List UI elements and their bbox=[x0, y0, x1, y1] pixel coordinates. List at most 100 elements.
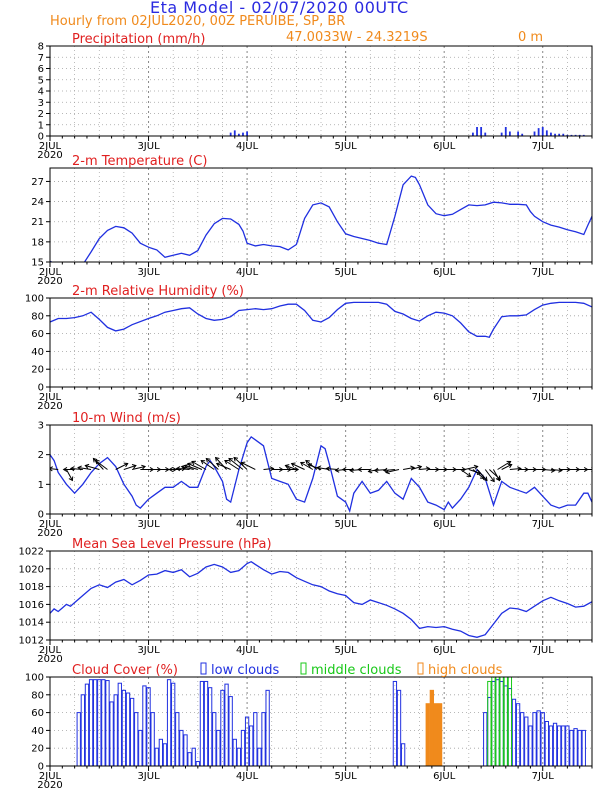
temperature-xtick-label: 7JUL bbox=[532, 267, 555, 278]
wind-xtick-label: 4JUL bbox=[236, 519, 259, 530]
low-cloud-bar bbox=[515, 703, 521, 766]
precip-bar bbox=[566, 134, 569, 136]
low-cloud-bar bbox=[569, 729, 574, 766]
precip-bar bbox=[574, 134, 577, 136]
pressure-title: Mean Sea Level Pressure (hPa) bbox=[72, 537, 272, 552]
low-cloud-bar bbox=[183, 734, 188, 766]
wind-arrow-head bbox=[69, 466, 75, 472]
wind-arrow bbox=[168, 466, 182, 473]
wind-arrow-shaft bbox=[191, 461, 207, 470]
precip-bar bbox=[246, 131, 248, 136]
wind-arrow-head bbox=[215, 462, 221, 468]
pressure-ytick-label: 1012 bbox=[19, 636, 44, 647]
wind-line bbox=[50, 435, 592, 514]
low-cloud-bar bbox=[528, 725, 533, 766]
wind-arrow bbox=[460, 469, 472, 478]
low-cloud-bar bbox=[224, 683, 229, 766]
wind-arrow-head bbox=[240, 461, 246, 467]
wind-arrow-head bbox=[373, 467, 379, 473]
wind-arrow-head bbox=[214, 456, 220, 462]
pressure-ytick-label: 1016 bbox=[19, 600, 44, 611]
wind-arrow bbox=[357, 466, 371, 473]
wind-arrow bbox=[65, 469, 74, 482]
wind-arrow-head bbox=[300, 461, 305, 467]
precip-bar bbox=[229, 132, 232, 136]
cloud-cover-ytick-label: 20 bbox=[31, 744, 44, 755]
humidity-xtick-label: 2JUL bbox=[39, 392, 62, 403]
wind-arrow-head bbox=[307, 463, 313, 468]
low-cloud-bar bbox=[203, 680, 209, 766]
precipitation-ytick-label: 7 bbox=[38, 53, 44, 64]
humidity-ytick-label: 40 bbox=[31, 347, 44, 358]
wind-arrow-head bbox=[507, 463, 513, 469]
low-cloud-bar bbox=[125, 692, 131, 766]
wind-arrow bbox=[191, 460, 207, 470]
precip-bar bbox=[545, 130, 548, 136]
precip-bar bbox=[537, 128, 540, 136]
low-cloud-bar bbox=[532, 712, 537, 766]
wind-arrow bbox=[484, 469, 495, 483]
humidity-panel: 0 20 40 60 80 100 2JUL 3JUL 4JUL 5JUL 6JUL 7JUL 2020… bbox=[25, 284, 593, 412]
wind-arrow-head bbox=[305, 459, 310, 465]
precip-bar bbox=[504, 127, 507, 136]
precipitation-xtick-label: 3JUL bbox=[137, 141, 160, 152]
wind-arrow bbox=[115, 462, 129, 470]
wind-arrow-head bbox=[77, 465, 82, 471]
wind-arrow-shaft bbox=[241, 462, 256, 470]
wind-arrow bbox=[300, 461, 314, 470]
wind-arrow-shaft bbox=[411, 466, 422, 470]
cloud-cover-xtick-label: 6JUL bbox=[433, 771, 456, 782]
mid-cloud-bar bbox=[491, 677, 496, 766]
wind-ytick-label: 1 bbox=[38, 480, 44, 491]
wind-arrow-shaft bbox=[132, 466, 146, 470]
wind-arrow bbox=[62, 466, 75, 473]
wind-arrow-head bbox=[50, 466, 54, 472]
precip-bar bbox=[558, 133, 561, 136]
low-cloud-bar bbox=[129, 697, 135, 766]
wind-arrow bbox=[240, 461, 256, 470]
wind-arrow bbox=[77, 465, 92, 471]
temperature-plot-area bbox=[50, 175, 592, 262]
wind-arrow-shaft bbox=[77, 467, 92, 470]
pressure-ytick-label: 1014 bbox=[19, 618, 44, 629]
wind-arrow-shaft bbox=[181, 466, 194, 470]
chart-header: Eta Model - 02/07/2020 00UTC Hourly from… bbox=[0, 0, 612, 46]
pressure-xtick-label: 6JUL bbox=[433, 645, 456, 656]
wind-arrow-shaft bbox=[85, 465, 100, 470]
wind-xtick-label: 7JUL bbox=[532, 519, 555, 530]
wind-arrow-shaft bbox=[509, 468, 521, 470]
wind-arrow bbox=[288, 466, 300, 473]
wind-arrow-shaft bbox=[476, 469, 488, 481]
low-cloud-bar bbox=[483, 712, 488, 766]
wind-arrow-shaft bbox=[383, 469, 395, 471]
wind-arrow-head bbox=[325, 466, 331, 472]
precipitation-ytick-label: 2 bbox=[38, 109, 44, 120]
wind-arrow-head bbox=[168, 466, 174, 473]
wind-arrow-shaft bbox=[95, 460, 108, 470]
legend-middle-clouds-label: middle clouds bbox=[311, 663, 402, 678]
precip-bar bbox=[476, 127, 478, 136]
wind-arrow-shaft bbox=[291, 463, 305, 470]
humidity-ytick-label: 100 bbox=[25, 294, 44, 305]
wind-arrow-head bbox=[187, 462, 192, 468]
cloud-cover-title: Cloud Cover (%) bbox=[72, 663, 178, 678]
humidity-ytick-label: 80 bbox=[31, 311, 44, 322]
wind-arrow-shaft bbox=[542, 469, 555, 471]
wind-arrow-head bbox=[558, 467, 563, 473]
precipitation-ytick-label: 8 bbox=[38, 42, 44, 53]
cloud-cover-xtick-label: 5JUL bbox=[335, 771, 358, 782]
precip-bar bbox=[533, 131, 536, 136]
wind-arrow bbox=[233, 456, 248, 470]
wind-arrow bbox=[69, 466, 83, 472]
wind-arrow-shaft bbox=[472, 469, 485, 479]
wind-xtick-label: 6JUL bbox=[433, 519, 456, 530]
wind-arrow bbox=[419, 466, 431, 472]
precip-bar bbox=[233, 130, 236, 136]
temperature-xtick-label: 3JUL bbox=[137, 267, 160, 278]
wind-arrow-shaft bbox=[200, 460, 215, 470]
wind-arrow-head bbox=[425, 466, 431, 472]
humidity-xtick-label: 5JUL bbox=[335, 392, 358, 403]
wind-arrow bbox=[183, 463, 198, 470]
wind-ytick-label: 0 bbox=[38, 510, 44, 521]
